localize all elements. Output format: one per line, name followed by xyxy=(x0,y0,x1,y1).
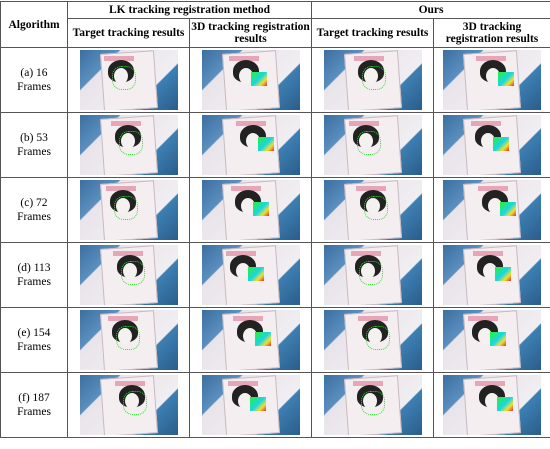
result-image xyxy=(202,310,300,370)
result-image xyxy=(443,310,541,370)
row-label: (a) 16 Frames xyxy=(1,48,68,113)
result-image xyxy=(80,50,178,110)
image-cell xyxy=(68,48,190,113)
image-cell xyxy=(190,243,312,308)
tracking-points xyxy=(359,261,383,285)
tracking-points xyxy=(366,326,390,350)
image-cell xyxy=(312,178,434,243)
result-image xyxy=(202,50,300,110)
row-label: (d) 113 Frames xyxy=(1,243,68,308)
image-cell xyxy=(190,113,312,178)
image-cell xyxy=(434,308,550,373)
virtual-cube xyxy=(250,397,266,411)
image-cell xyxy=(312,113,434,178)
result-image xyxy=(443,180,541,240)
image-cell xyxy=(312,48,434,113)
virtual-cube xyxy=(255,332,271,346)
tracking-points xyxy=(112,66,136,90)
result-image xyxy=(80,375,178,435)
tracking-points xyxy=(123,391,147,415)
result-image xyxy=(324,180,422,240)
result-image xyxy=(202,180,300,240)
tracking-points xyxy=(357,131,381,155)
image-cell xyxy=(312,373,434,438)
group-header: Ours xyxy=(312,2,550,19)
result-image xyxy=(324,50,422,110)
image-cell xyxy=(434,178,550,243)
tracking-points xyxy=(116,326,140,350)
result-image xyxy=(324,375,422,435)
table-row: (e) 154 Frames xyxy=(1,308,550,373)
virtual-cube xyxy=(500,202,516,216)
result-image xyxy=(80,245,178,305)
table-row: (c) 72 Frames xyxy=(1,178,550,243)
image-cell xyxy=(190,178,312,243)
column-header: Target tracking results xyxy=(68,19,190,48)
image-cell xyxy=(312,308,434,373)
row-label: (e) 154 Frames xyxy=(1,308,68,373)
result-image xyxy=(324,310,422,370)
image-cell xyxy=(190,48,312,113)
image-cell xyxy=(434,243,550,308)
header-cell: Algorithm xyxy=(1,2,68,48)
tracking-points xyxy=(364,196,388,220)
table-row: (d) 113 Frames xyxy=(1,243,550,308)
result-image xyxy=(443,50,541,110)
column-header: 3D tracking registration results xyxy=(434,19,550,48)
image-cell xyxy=(68,243,190,308)
row-label: (c) 72 Frames xyxy=(1,178,68,243)
image-cell xyxy=(68,113,190,178)
virtual-cube xyxy=(258,137,274,151)
column-header: 3D tracking registration results xyxy=(190,19,312,48)
virtual-cube xyxy=(498,72,514,86)
row-label: (f) 187 Frames xyxy=(1,373,68,438)
result-image xyxy=(324,115,422,175)
virtual-cube xyxy=(253,202,269,216)
group-header: LK tracking registration method xyxy=(68,2,312,19)
virtual-cube xyxy=(248,267,264,281)
virtual-cube xyxy=(495,267,511,281)
image-cell xyxy=(434,48,550,113)
tracking-points xyxy=(121,261,145,285)
image-cell xyxy=(68,373,190,438)
image-cell xyxy=(190,373,312,438)
row-label: (b) 53 Frames xyxy=(1,113,68,178)
virtual-cube xyxy=(497,397,513,411)
tracking-points xyxy=(362,66,386,90)
tracking-points xyxy=(361,391,385,415)
virtual-cube xyxy=(251,72,267,86)
result-image xyxy=(202,375,300,435)
image-cell xyxy=(434,373,550,438)
result-image xyxy=(324,245,422,305)
result-image xyxy=(443,375,541,435)
tracking-points xyxy=(114,196,138,220)
result-image xyxy=(80,310,178,370)
image-cell xyxy=(434,113,550,178)
image-cell xyxy=(190,308,312,373)
virtual-cube xyxy=(490,332,506,346)
result-image xyxy=(443,115,541,175)
table-row: (b) 53 Frames xyxy=(1,113,550,178)
column-header: Target tracking results xyxy=(312,19,434,48)
result-image xyxy=(80,115,178,175)
result-image xyxy=(443,245,541,305)
image-cell xyxy=(312,243,434,308)
image-cell xyxy=(68,308,190,373)
result-image xyxy=(202,245,300,305)
virtual-cube xyxy=(493,137,509,151)
table-row: (f) 187 Frames xyxy=(1,373,550,438)
table-body: (a) 16 Frames(b) 53 Frames(c) 72 Frames(… xyxy=(1,48,550,438)
tracking-points xyxy=(119,131,143,155)
image-cell xyxy=(68,178,190,243)
result-image xyxy=(202,115,300,175)
results-table: Algorithm LK tracking registration metho… xyxy=(0,1,550,438)
result-image xyxy=(80,180,178,240)
table-row: (a) 16 Frames xyxy=(1,48,550,113)
